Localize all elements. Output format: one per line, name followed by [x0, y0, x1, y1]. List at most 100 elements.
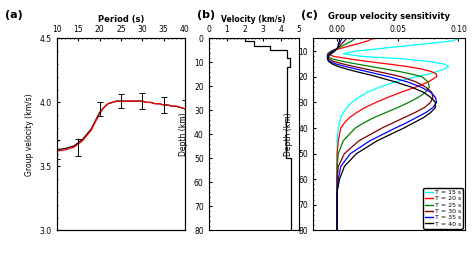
Y-axis label: Depth (km): Depth (km): [283, 113, 292, 156]
T = 25 s: [395, 106, 401, 109]
T = 40 s: [326, 55, 331, 58]
T = 30 s: [334, 47, 340, 50]
T = 40 s: [329, 62, 335, 66]
T = 25 s: [383, 111, 389, 114]
T = 20 s: [356, 42, 362, 45]
T = 35 s: [375, 73, 381, 76]
T = 35 s: [325, 57, 330, 60]
T = 30 s: [337, 45, 342, 48]
T = 20 s: [365, 39, 370, 42]
T = 20 s: [342, 121, 347, 124]
T = 35 s: [403, 121, 409, 124]
T = 15 s: [349, 101, 355, 104]
T = 20 s: [429, 70, 435, 73]
T = 35 s: [367, 139, 373, 142]
T = 40 s: [420, 116, 426, 119]
T = 15 s: [425, 60, 431, 63]
T = 25 s: [425, 80, 431, 83]
T = 25 s: [383, 68, 389, 71]
T = 20 s: [334, 203, 340, 206]
T = 40 s: [337, 39, 342, 42]
T = 15 s: [353, 50, 358, 53]
T = 30 s: [334, 216, 340, 219]
T = 40 s: [392, 80, 398, 83]
Y-axis label: Depth (km): Depth (km): [179, 113, 188, 156]
T = 20 s: [331, 55, 337, 58]
T = 25 s: [340, 60, 346, 63]
T = 35 s: [428, 91, 433, 94]
T = 20 s: [385, 96, 391, 99]
T = 30 s: [422, 106, 428, 109]
T = 40 s: [354, 152, 359, 155]
T = 40 s: [336, 65, 341, 68]
T = 15 s: [441, 62, 447, 66]
T = 25 s: [406, 101, 411, 104]
T = 25 s: [334, 229, 340, 232]
T = 35 s: [331, 50, 337, 53]
T = 40 s: [336, 42, 341, 45]
T = 15 s: [344, 106, 350, 109]
T = 25 s: [410, 73, 415, 76]
T = 30 s: [336, 165, 341, 168]
T = 40 s: [325, 57, 330, 60]
T = 20 s: [334, 165, 340, 168]
T = 15 s: [401, 45, 407, 48]
T = 20 s: [419, 68, 425, 71]
T = 40 s: [365, 73, 370, 76]
T = 35 s: [327, 60, 333, 63]
T = 30 s: [379, 126, 385, 130]
T = 20 s: [405, 65, 410, 68]
T = 15 s: [334, 216, 340, 219]
T = 15 s: [334, 165, 340, 168]
T = 20 s: [328, 50, 334, 53]
T = 20 s: [334, 152, 340, 155]
T = 15 s: [338, 116, 344, 119]
T = 30 s: [388, 73, 393, 76]
T = 25 s: [349, 39, 355, 42]
T = 25 s: [334, 190, 340, 194]
T = 35 s: [334, 203, 340, 206]
T = 30 s: [331, 60, 337, 63]
T = 40 s: [337, 37, 342, 40]
T = 30 s: [390, 121, 396, 124]
T = 25 s: [329, 57, 335, 60]
T = 40 s: [337, 178, 342, 181]
T = 20 s: [334, 190, 340, 194]
T = 15 s: [358, 55, 364, 58]
T = 30 s: [325, 55, 330, 58]
T = 35 s: [334, 47, 340, 50]
T = 30 s: [399, 75, 404, 78]
T = 20 s: [326, 52, 331, 55]
T = 15 s: [334, 203, 340, 206]
T = 40 s: [408, 86, 414, 89]
T = 15 s: [392, 80, 398, 83]
T = 30 s: [412, 111, 418, 114]
T = 25 s: [419, 75, 425, 78]
T = 20 s: [334, 229, 340, 232]
T = 35 s: [338, 165, 344, 168]
T = 30 s: [326, 57, 331, 60]
T = 30 s: [334, 203, 340, 206]
T = 35 s: [418, 86, 424, 89]
T = 35 s: [327, 52, 333, 55]
T = 20 s: [354, 111, 359, 114]
T = 35 s: [413, 116, 419, 119]
T = 40 s: [354, 70, 359, 73]
T = 20 s: [362, 106, 368, 109]
T = 20 s: [413, 86, 419, 89]
T = 15 s: [337, 121, 342, 124]
T = 40 s: [428, 111, 433, 114]
T = 15 s: [425, 73, 431, 76]
T = 30 s: [423, 86, 428, 89]
T = 15 s: [365, 91, 370, 94]
T = 30 s: [428, 101, 433, 104]
X-axis label: Period (s): Period (s): [98, 15, 144, 24]
T = 25 s: [325, 52, 330, 55]
T = 25 s: [427, 86, 432, 89]
T = 15 s: [340, 52, 346, 55]
T = 35 s: [336, 178, 341, 181]
T = 25 s: [361, 121, 367, 124]
T = 35 s: [333, 62, 339, 66]
T = 15 s: [401, 57, 407, 60]
T = 15 s: [441, 68, 447, 71]
